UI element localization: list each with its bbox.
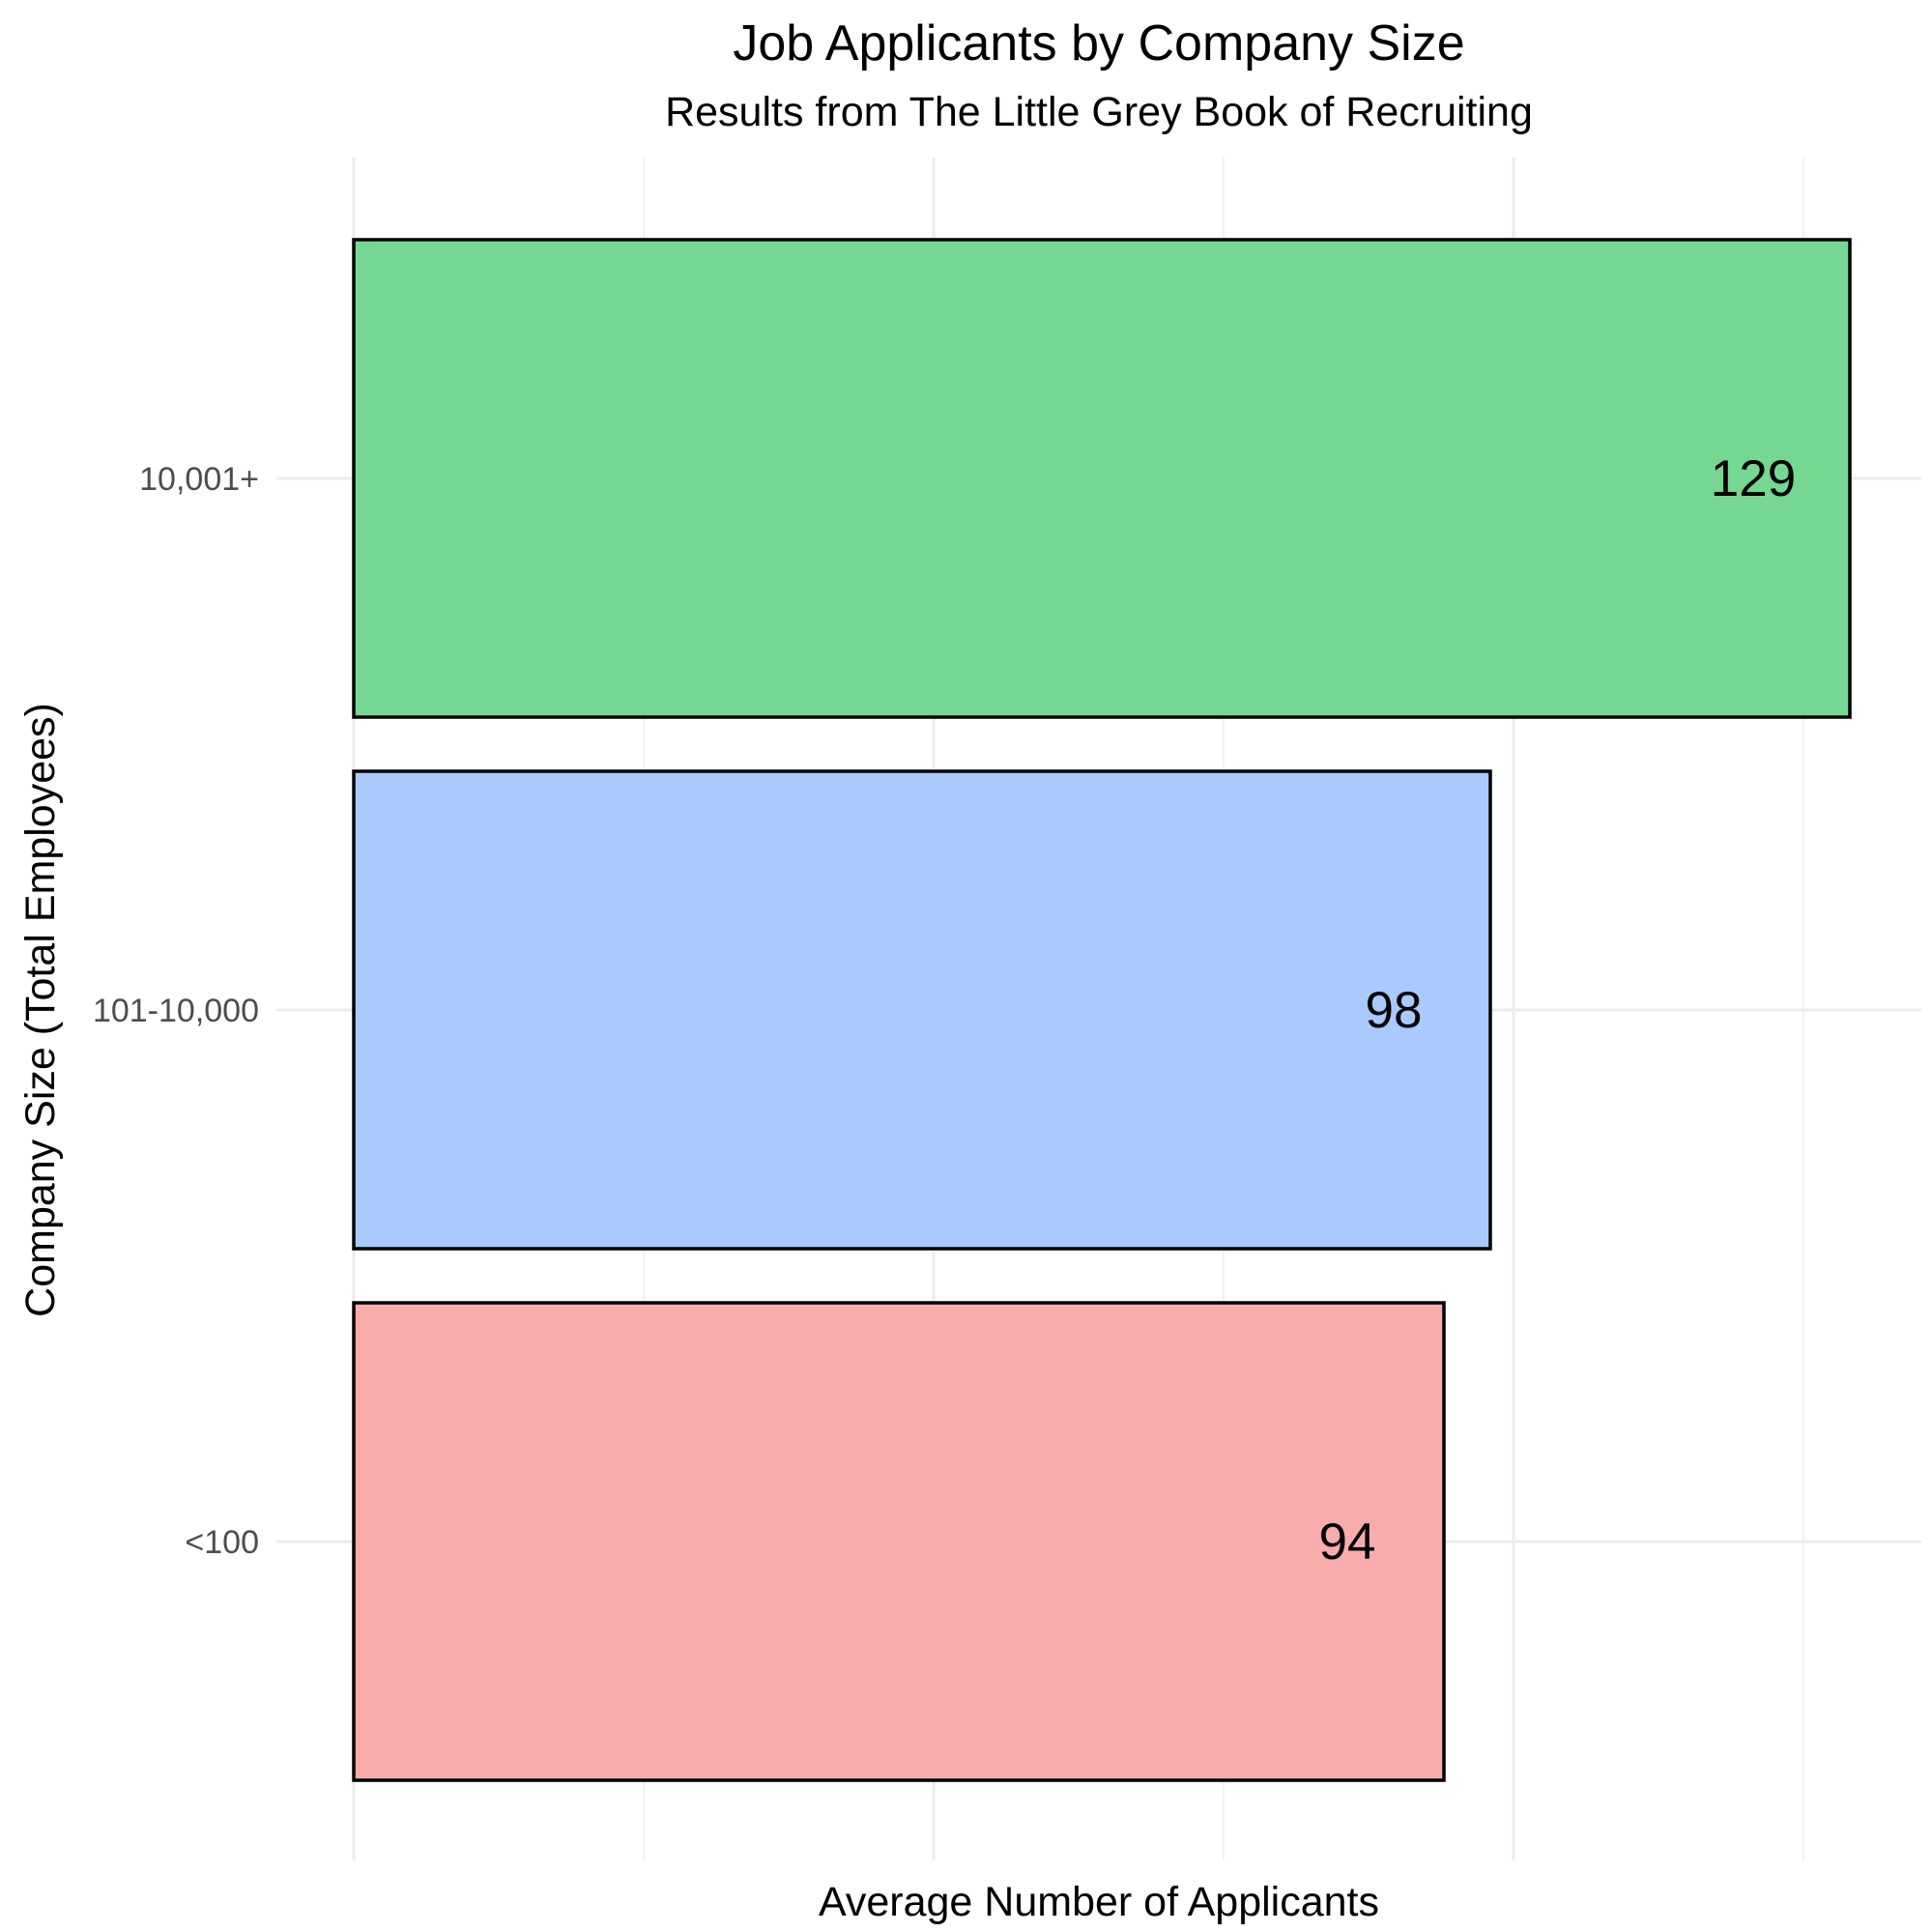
bar-3 xyxy=(352,238,1852,719)
bar-1 xyxy=(352,1301,1446,1782)
bar-2 xyxy=(352,769,1492,1251)
y-tick-label: 10,001+ xyxy=(139,461,259,498)
y-axis-ticks: <100 101-10,000 10,001+ xyxy=(93,461,282,1561)
y-tick-label: <100 xyxy=(185,1524,259,1561)
label-layer: 94 98 129 xyxy=(1319,450,1797,1571)
y-tick-label: 101-10,000 xyxy=(93,993,259,1029)
chart-subtitle: Results from The Little Grey Book of Rec… xyxy=(665,89,1533,135)
data-label: 94 xyxy=(1319,1514,1376,1571)
y-axis-title: Company Size (Total Employees) xyxy=(17,703,64,1317)
chart-title: Job Applicants by Company Size xyxy=(733,15,1464,72)
x-axis-title: Average Number of Applicants xyxy=(819,1879,1379,1925)
data-label: 98 xyxy=(1366,982,1423,1039)
data-label: 129 xyxy=(1711,450,1796,507)
bar-layer xyxy=(352,238,1852,1782)
